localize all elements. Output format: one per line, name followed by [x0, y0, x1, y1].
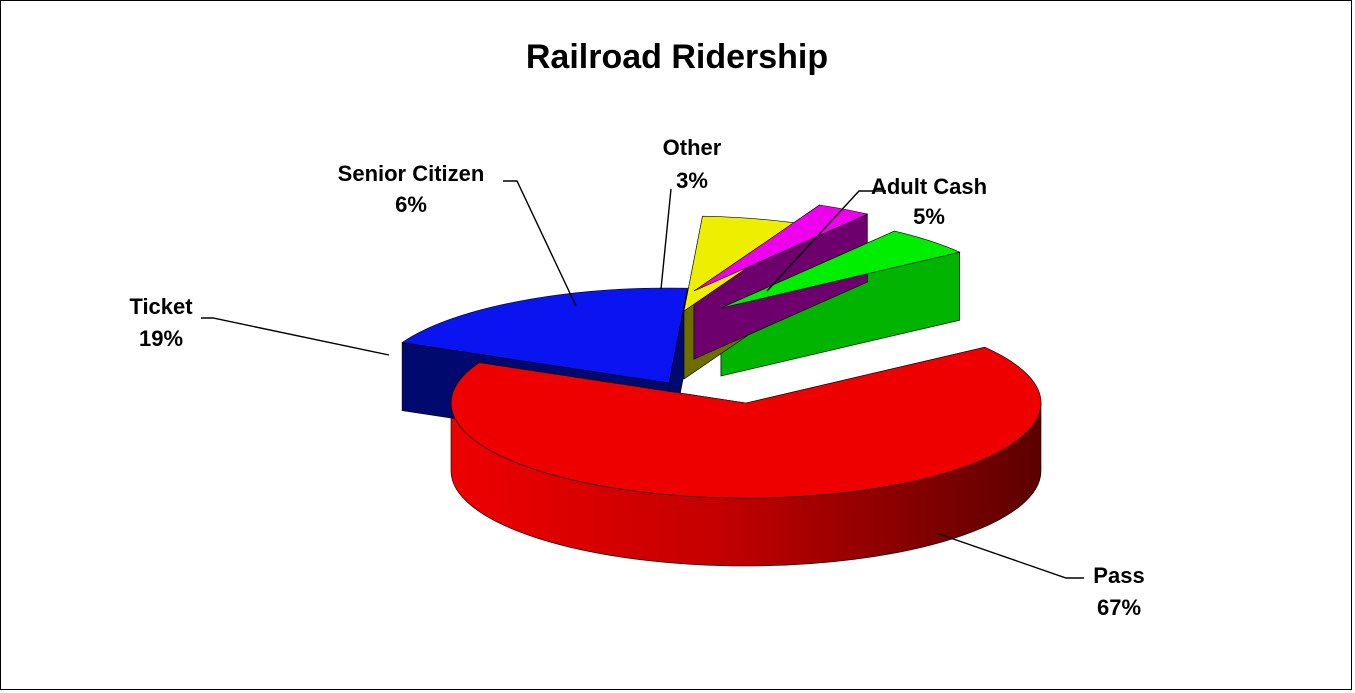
- slice-other: [693, 204, 869, 292]
- slice-label-other: Other: [663, 135, 722, 160]
- leader-line-adult-cash: [766, 190, 886, 292]
- leader-line-ticket: [201, 317, 390, 356]
- slice-value-label-adult-cash: 5%: [913, 204, 945, 229]
- slice-pass: [450, 346, 1042, 499]
- chart-title: Railroad Ridership: [525, 38, 829, 76]
- slice-value-label-ticket: 19%: [139, 326, 183, 351]
- leader-line-pass: [935, 532, 1084, 579]
- slice-value-label-senior-citizen: 6%: [395, 192, 427, 217]
- slice-ticket: [401, 287, 688, 384]
- slice-label-ticket: Ticket: [129, 294, 193, 319]
- slice-label-pass: Pass: [1093, 563, 1144, 588]
- slice-adult-cash: [720, 230, 961, 309]
- slice-label-senior-citizen: Senior Citizen: [338, 161, 485, 186]
- slice-value-label-pass: 67%: [1097, 595, 1141, 620]
- leader-line-senior-citizen: [503, 180, 577, 307]
- leader-line-other: [660, 188, 672, 290]
- slice-value-label-other: 3%: [676, 168, 708, 193]
- slice-label-adult-cash: Adult Cash: [871, 174, 987, 199]
